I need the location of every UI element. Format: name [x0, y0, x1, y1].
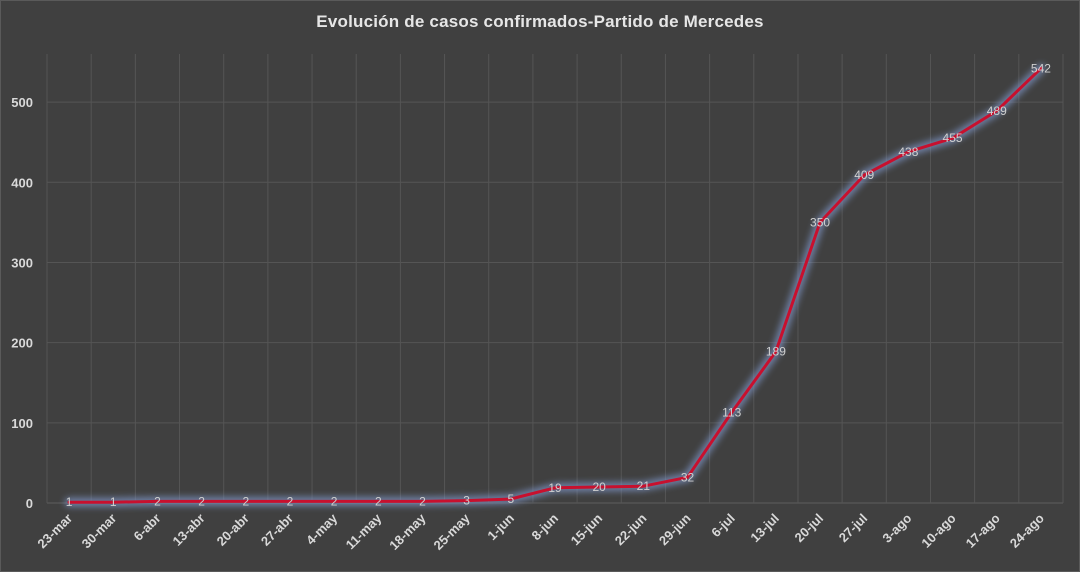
data-point [995, 109, 999, 113]
data-point [200, 499, 204, 503]
data-point [67, 500, 71, 504]
data-label: 438 [898, 145, 918, 159]
data-label: 3 [463, 494, 470, 508]
data-label: 1 [66, 495, 73, 509]
data-label: 2 [375, 494, 382, 508]
x-tick-label: 24-ago [1007, 510, 1047, 550]
series-glow [64, 63, 1046, 507]
data-point [111, 500, 115, 504]
data-point [288, 499, 292, 503]
x-tick-label: 15-jun [568, 510, 606, 548]
y-tick-label: 300 [11, 255, 33, 270]
data-label: 2 [154, 494, 161, 508]
y-axis-ticks: 0 100 200 300 400 500 [11, 95, 33, 511]
data-point [553, 486, 557, 490]
x-tick-label: 27-jul [836, 511, 871, 546]
data-point [155, 499, 159, 503]
x-tick-label: 27-abr [258, 511, 296, 549]
data-label: 2 [419, 494, 426, 508]
series-line [67, 66, 1043, 504]
data-label: 2 [331, 494, 338, 508]
x-axis-ticks: 23-mar 30-mar 6-abr 13-abr 20-abr 27-abr 4-may… [34, 510, 1047, 553]
data-point [420, 499, 424, 503]
data-point [597, 485, 601, 489]
data-point [332, 499, 336, 503]
data-label: 19 [548, 481, 562, 495]
x-tick-label: 10-ago [918, 510, 958, 550]
data-point [818, 220, 822, 224]
data-point [465, 499, 469, 503]
x-tick-label: 6-abr [130, 511, 163, 544]
data-point [774, 349, 778, 353]
x-tick-label: 13-jul [747, 511, 782, 546]
x-tick-label: 8-jun [529, 510, 562, 543]
y-tick-label: 200 [11, 336, 33, 351]
data-labels: 1 1 2 2 2 2 2 2 2 3 5 19 20 21 32 113 189 350 409 438 455 489… [66, 61, 1052, 509]
data-label: 2 [242, 494, 249, 508]
y-tick-label: 400 [11, 175, 33, 190]
data-point [1039, 66, 1043, 70]
data-point [686, 475, 690, 479]
x-tick-label: 1-jun [484, 510, 517, 543]
x-tick-label: 18-may [386, 510, 429, 553]
x-tick-label: 3-ago [879, 510, 914, 545]
x-tick-label: 29-jun [656, 510, 694, 548]
data-point [376, 499, 380, 503]
x-tick-label: 20-jul [792, 511, 827, 546]
x-tick-label: 30-mar [79, 511, 120, 552]
data-point [906, 150, 910, 154]
data-point [730, 410, 734, 414]
x-tick-label: 4-may [303, 510, 341, 548]
data-label: 350 [810, 215, 830, 229]
data-label: 113 [722, 405, 741, 419]
x-tick-label: 23-mar [34, 511, 75, 552]
data-point [509, 497, 513, 501]
x-tick-label: 13-abr [170, 511, 208, 549]
data-point [641, 484, 645, 488]
chart-title: Evolución de casos confirmados-Partido d… [316, 12, 764, 31]
data-label: 2 [198, 494, 205, 508]
data-label: 21 [637, 479, 651, 493]
data-label: 2 [287, 494, 294, 508]
data-label: 189 [766, 344, 786, 358]
series-layer [64, 63, 1046, 507]
x-tick-label: 22-jun [612, 510, 650, 548]
gridlines [46, 54, 1064, 504]
x-tick-label: 6-jul [708, 511, 738, 541]
data-label: 542 [1031, 61, 1051, 75]
data-point [951, 136, 955, 140]
x-tick-label: 20-abr [214, 511, 252, 549]
data-label: 20 [592, 480, 606, 494]
y-tick-label: 500 [11, 95, 33, 110]
data-label: 32 [681, 470, 695, 484]
x-tick-label: 25-may [430, 510, 473, 553]
data-label: 409 [854, 168, 874, 182]
x-tick-label: 17-ago [963, 510, 1003, 550]
data-label: 489 [987, 104, 1007, 118]
y-tick-label: 100 [11, 416, 33, 431]
x-tick-label: 11-may [343, 510, 385, 552]
data-label: 5 [507, 492, 514, 506]
data-label: 455 [943, 131, 963, 145]
y-tick-label: 0 [26, 496, 33, 511]
data-point [862, 173, 866, 177]
data-point [244, 499, 248, 503]
data-label: 1 [110, 495, 117, 509]
